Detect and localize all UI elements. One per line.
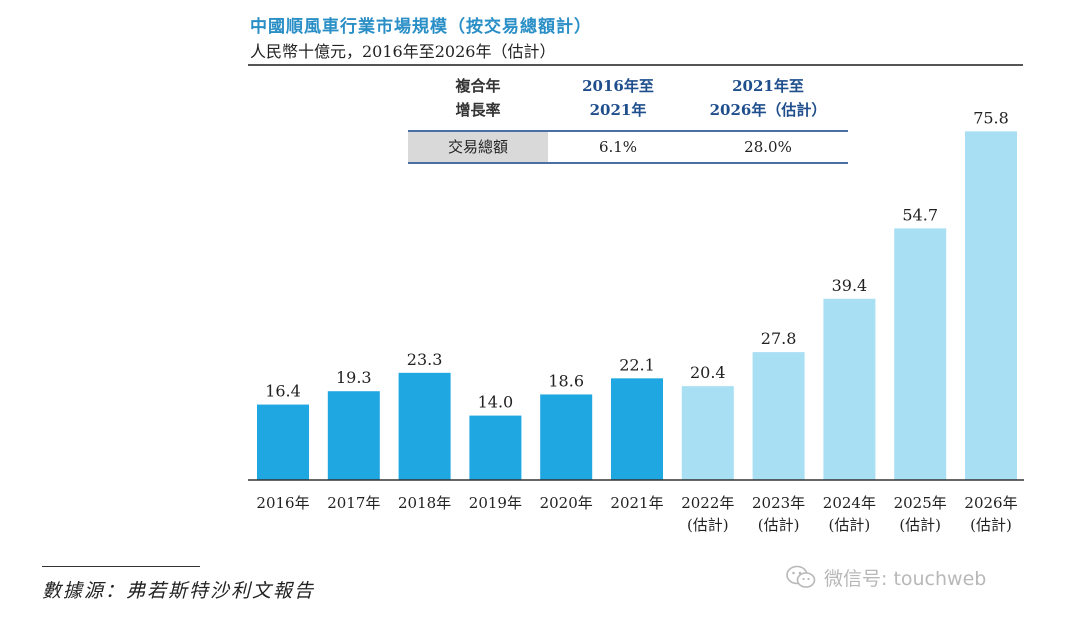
x-tick-note: (估計) — [758, 516, 800, 534]
bar-2026年 — [965, 131, 1017, 480]
bar-value-label: 23.3 — [407, 350, 443, 369]
x-tick-label: 2023年 — [752, 494, 805, 512]
bar-value-label: 22.1 — [619, 355, 655, 374]
x-tick-note: (估計) — [970, 516, 1012, 534]
bar-2020年 — [540, 394, 593, 480]
bar-2018年 — [398, 372, 451, 480]
x-tick-label: 2022年 — [681, 494, 734, 512]
x-tick-label: 2018年 — [398, 494, 451, 512]
chart-subtitle: 人民幣十億元，2016年至2026年（估計） — [250, 42, 556, 61]
wechat-icon — [786, 564, 816, 590]
x-tick-label: 2017年 — [327, 494, 380, 512]
cagr-col1-line2: 2021年 — [589, 101, 647, 119]
cagr-corner-line1: 複合年 — [455, 77, 501, 95]
bar-value-label: 75.8 — [973, 108, 1009, 127]
bar-value-label: 27.8 — [761, 329, 797, 348]
bar-value-label: 39.4 — [832, 276, 868, 295]
x-tick-label: 2020年 — [540, 494, 593, 512]
data-source: 數據源：弗若斯特沙利文報告 — [42, 580, 316, 602]
cagr-corner-line2: 增長率 — [455, 101, 501, 119]
watermark-text: 微信号: touchweb — [824, 567, 987, 590]
cagr-col1-line1: 2016年至 — [582, 77, 654, 95]
x-tick-label: 2021年 — [610, 494, 663, 512]
cagr-col2-line2: 2026年（估計） — [709, 101, 827, 119]
source-divider — [42, 566, 200, 567]
bar-2019年 — [469, 415, 522, 480]
cagr-header-divider — [408, 130, 848, 132]
cagr-col2-value: 28.0% — [744, 138, 792, 156]
bar-value-label: 54.7 — [902, 205, 938, 224]
title-divider — [248, 64, 1023, 66]
x-tick-label: 2026年 — [964, 494, 1017, 512]
bar-value-label: 19.3 — [336, 368, 372, 387]
bar-2021年 — [611, 378, 663, 480]
cagr-bottom-divider — [408, 162, 848, 164]
watermark: 微信号: touchweb — [786, 562, 986, 592]
bar-2024年 — [823, 298, 876, 480]
cagr-col2-header: 2021年至 2026年（估計） — [688, 74, 848, 122]
bar-2017年 — [327, 391, 380, 480]
cagr-col2-line1: 2021年至 — [732, 77, 804, 95]
bar-2023年 — [752, 352, 805, 480]
x-tick-label: 2016年 — [256, 494, 309, 512]
chart-title: 中國順風車行業市場規模（按交易總額計） — [250, 17, 592, 37]
cagr-corner-header: 複合年 增長率 — [408, 74, 548, 122]
bar-value-label: 18.6 — [548, 371, 584, 390]
bar-2022年 — [681, 386, 734, 480]
cagr-col1-value: 6.1% — [598, 138, 638, 156]
bar-2016年 — [257, 404, 309, 480]
x-tick-label: 2019年 — [469, 494, 522, 512]
x-tick-note: (估計) — [829, 516, 871, 534]
x-tick-note: (估計) — [899, 516, 941, 534]
bar-value-label: 20.4 — [690, 363, 726, 382]
x-tick-label: 2025年 — [894, 494, 947, 512]
bar-value-label: 14.0 — [478, 393, 514, 412]
bar-value-label: 16.4 — [265, 382, 301, 401]
x-tick-label: 2024年 — [823, 494, 876, 512]
x-tick-note: (估計) — [687, 516, 729, 534]
cagr-row-label: 交易總額 — [408, 132, 548, 162]
cagr-header-row: 複合年 增長率 2016年至 2021年 2021年至 2026年（估計） — [408, 74, 848, 128]
bar-2025年 — [894, 228, 947, 480]
cagr-col1-header: 2016年至 2021年 — [548, 74, 688, 122]
